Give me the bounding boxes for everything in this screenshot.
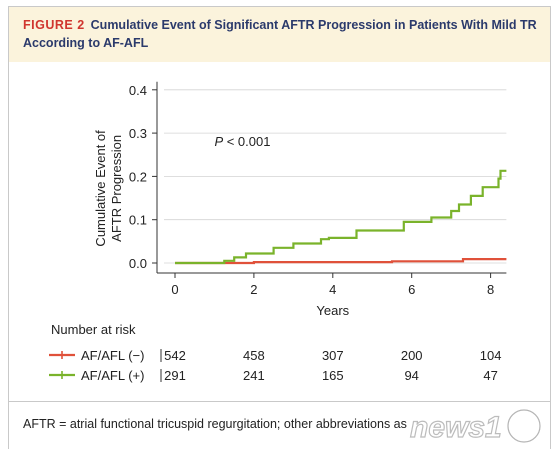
footnote-text: AFTR = atrial functional tricuspid regur… <box>23 417 407 431</box>
series-line-af-afl-negative <box>175 258 507 265</box>
y-tick-label: 0.0 <box>129 256 147 271</box>
x-tick-label: 0 <box>171 282 178 297</box>
axes <box>156 81 507 274</box>
risk-row-label-af-afl-positive: AF/AFL (+) <box>81 368 144 383</box>
series-line-af-afl-positive <box>175 169 507 265</box>
plot-area: 0.0 0.1 0.2 0.3 0.4 0 2 4 6 8 Cumulative Event of… <box>9 62 550 402</box>
risk-value: 291 <box>164 368 186 383</box>
risk-value: 165 <box>322 368 344 383</box>
risk-value: 241 <box>243 368 265 383</box>
risk-value: 307 <box>322 348 344 363</box>
km-chart: 0.0 0.1 0.2 0.3 0.4 0 2 4 6 8 Cumulative Event of… <box>49 81 507 383</box>
p-value-rest: < 0.001 <box>223 134 270 149</box>
news1-watermark: news1 <box>409 409 541 445</box>
p-value-letter: P <box>214 134 223 149</box>
risk-row-label-af-afl-negative: AF/AFL (−) <box>81 348 144 363</box>
y-tick-label: 0.2 <box>129 169 147 184</box>
series-lines <box>175 169 507 265</box>
p-value-annotation: P < 0.001 <box>214 134 270 149</box>
y-axis-label-line1: Cumulative Event of <box>93 130 108 247</box>
figure-label: FIGURE 2 <box>23 18 85 32</box>
figure-title-line2: According to AF-AFL <box>23 36 149 50</box>
y-tick-label: 0.4 <box>129 83 147 98</box>
footnote: AFTR = atrial functional tricuspid regur… <box>9 401 550 449</box>
risk-value: 542 <box>164 348 186 363</box>
risk-value: 458 <box>243 348 265 363</box>
number-at-risk-table: Number at risk AF/AFL (−) 542 458 307 200 104 A… <box>49 322 501 383</box>
y-tick-label: 0.3 <box>129 126 147 141</box>
figure-frame: FIGURE 2 Cumulative Event of Significant … <box>8 6 551 449</box>
risk-value: 47 <box>483 368 497 383</box>
x-tick-label: 2 <box>250 282 257 297</box>
risk-table-title: Number at risk <box>51 322 136 337</box>
risk-value: 104 <box>480 348 502 363</box>
risk-value: 200 <box>401 348 423 363</box>
figure-header: FIGURE 2 Cumulative Event of Significant … <box>9 7 550 62</box>
figure-title: FIGURE 2 Cumulative Event of Significant … <box>23 16 550 52</box>
y-axis-label-line2: AFTR Progression <box>109 135 124 242</box>
y-tick-label: 0.1 <box>129 213 147 228</box>
x-tick-label: 4 <box>329 282 336 297</box>
x-tick-label: 6 <box>408 282 415 297</box>
watermark-text: news1 <box>410 411 502 444</box>
watermark-circle-icon <box>507 409 541 443</box>
risk-value: 94 <box>404 368 418 383</box>
x-tick-label: 8 <box>487 282 494 297</box>
axis-ticks: 0.0 0.1 0.2 0.3 0.4 0 2 4 6 8 <box>129 83 494 297</box>
x-axis-label: Years <box>316 303 349 318</box>
y-gridlines <box>164 89 507 264</box>
figure-title-line1: Cumulative Event of Significant AFTR Pro… <box>90 18 537 32</box>
